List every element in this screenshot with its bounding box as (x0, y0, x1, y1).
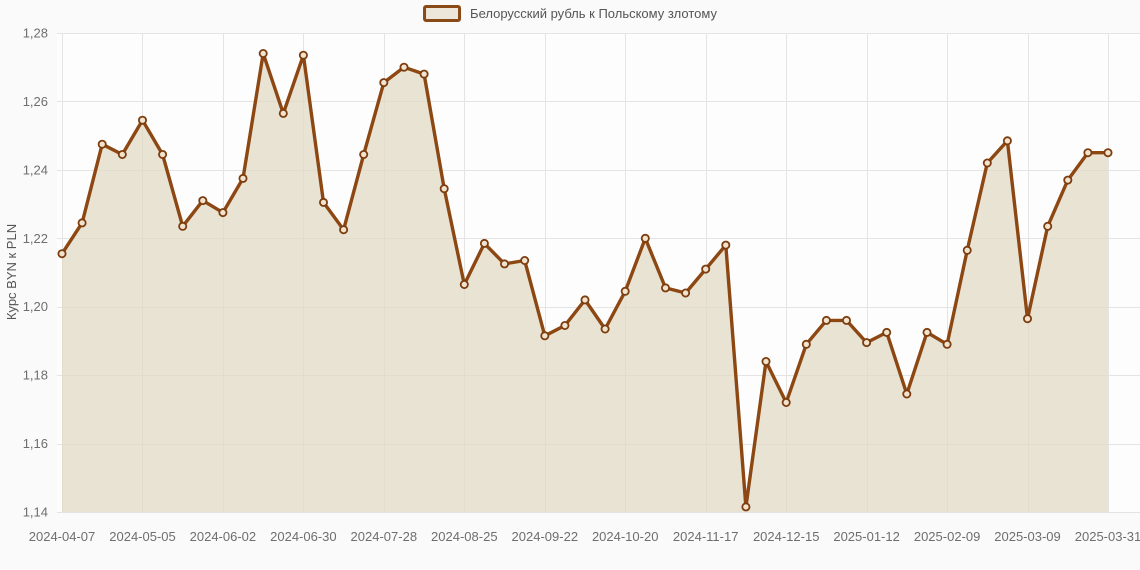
data-point-marker[interactable] (77, 218, 87, 228)
legend-item[interactable]: Белорусский рубль к Польскому злотому (423, 5, 717, 22)
data-point-marker[interactable] (681, 288, 691, 298)
data-point-marker[interactable] (600, 324, 610, 334)
y-tick-label: 1,16 (23, 436, 48, 451)
data-point-marker[interactable] (1023, 314, 1033, 324)
data-point-marker[interactable] (399, 62, 409, 72)
data-point-marker[interactable] (158, 149, 168, 159)
data-point-marker[interactable] (1063, 175, 1073, 185)
legend-series-label: Белорусский рубль к Польскому злотому (470, 6, 717, 21)
data-point-marker[interactable] (982, 158, 992, 168)
x-tick-label: 2024-07-28 (351, 529, 418, 544)
data-point-marker[interactable] (520, 255, 530, 265)
data-point-marker[interactable] (1002, 136, 1012, 146)
x-tick-label: 2024-10-20 (592, 529, 659, 544)
data-point-marker[interactable] (499, 259, 509, 269)
data-point-marker[interactable] (580, 295, 590, 305)
x-tick-label: 2024-11-17 (673, 529, 739, 544)
data-point-marker[interactable] (721, 240, 731, 250)
y-tick-label: 1,26 (23, 94, 48, 109)
x-tick-label: 2024-06-02 (190, 529, 257, 544)
x-tick-label: 2024-06-30 (270, 529, 337, 544)
data-point-marker[interactable] (339, 225, 349, 235)
data-point-marker[interactable] (781, 397, 791, 407)
data-point-marker[interactable] (620, 286, 630, 296)
y-tick-label: 1,24 (23, 162, 48, 177)
data-point-marker[interactable] (560, 320, 570, 330)
data-point-marker[interactable] (962, 245, 972, 255)
data-point-marker[interactable] (479, 238, 489, 248)
data-point-marker[interactable] (801, 339, 811, 349)
data-point-marker[interactable] (258, 49, 268, 59)
data-point-marker[interactable] (540, 331, 550, 341)
data-point-marker[interactable] (1043, 221, 1053, 231)
data-point-marker[interactable] (318, 197, 328, 207)
y-tick-label: 1,18 (23, 368, 48, 383)
data-point-marker[interactable] (862, 338, 872, 348)
data-point-marker[interactable] (741, 502, 751, 512)
y-axis-title: Курс BYN к PLN (4, 223, 19, 321)
data-point-marker[interactable] (359, 149, 369, 159)
data-point-marker[interactable] (821, 315, 831, 325)
data-point-marker[interactable] (459, 279, 469, 289)
x-tick-label: 2024-12-15 (753, 529, 820, 544)
data-point-marker[interactable] (218, 208, 228, 218)
data-point-marker[interactable] (882, 327, 892, 337)
data-point-marker[interactable] (439, 184, 449, 194)
y-tick-label: 1,14 (23, 505, 48, 520)
data-point-marker[interactable] (902, 389, 912, 399)
data-point-marker[interactable] (701, 264, 711, 274)
legend-swatch-icon (423, 5, 462, 22)
data-point-marker[interactable] (640, 233, 650, 243)
x-tick-label: 2025-03-31 (1075, 529, 1140, 544)
data-point-marker[interactable] (1083, 148, 1093, 158)
y-tick-label: 1,28 (23, 26, 48, 41)
data-point-marker[interactable] (97, 139, 107, 149)
data-point-marker[interactable] (137, 115, 147, 125)
data-point-marker[interactable] (117, 149, 127, 159)
data-point-marker[interactable] (761, 356, 771, 366)
data-point-marker[interactable] (278, 108, 288, 118)
x-tick-label: 2025-03-09 (994, 529, 1061, 544)
data-point-marker[interactable] (298, 50, 308, 60)
data-point-marker[interactable] (922, 327, 932, 337)
data-point-marker[interactable] (198, 196, 208, 206)
data-point-marker[interactable] (942, 339, 952, 349)
x-tick-label: 2024-09-22 (512, 529, 579, 544)
y-tick-label: 1,20 (23, 299, 48, 314)
x-tick-label: 2025-02-09 (914, 529, 981, 544)
x-tick-label: 2024-08-25 (431, 529, 498, 544)
data-point-marker[interactable] (379, 78, 389, 88)
x-tick-label: 2024-05-05 (109, 529, 176, 544)
data-point-marker[interactable] (842, 315, 852, 325)
data-point-marker[interactable] (178, 221, 188, 231)
area-fill (62, 53, 1108, 512)
data-point-marker[interactable] (238, 173, 248, 183)
data-point-marker[interactable] (1103, 148, 1113, 158)
data-point-marker[interactable] (661, 283, 671, 293)
y-tick-label: 1,22 (23, 231, 48, 246)
data-point-marker[interactable] (57, 249, 67, 259)
x-tick-label: 2025-01-12 (833, 529, 900, 544)
data-point-marker[interactable] (419, 69, 429, 79)
x-tick-label: 2024-04-07 (29, 529, 96, 544)
